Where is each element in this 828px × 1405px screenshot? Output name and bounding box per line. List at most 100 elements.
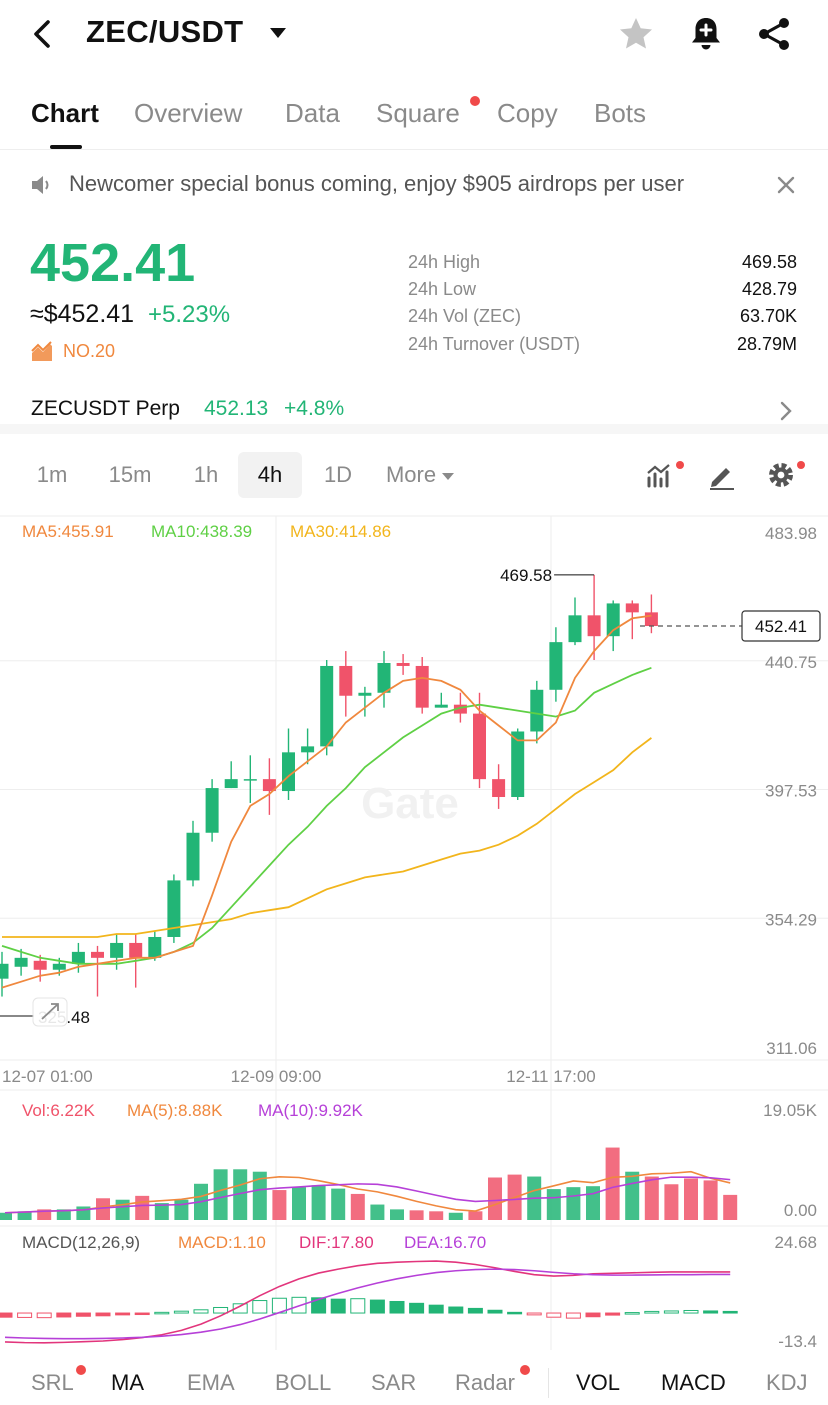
- price-alert-bell-icon[interactable]: [686, 14, 726, 54]
- market-rank: NO.20: [63, 341, 116, 361]
- page-tabs: Chart Overview Data Square Copy Bots: [0, 92, 828, 150]
- candle-body: [644, 612, 658, 627]
- tab-data[interactable]: Data: [285, 98, 340, 128]
- tab-copy[interactable]: Copy: [497, 98, 558, 128]
- stat-value-low: 428.79: [741, 279, 797, 299]
- candle-body: [549, 642, 563, 690]
- candle-body: [71, 951, 85, 964]
- candle-body: [52, 963, 66, 970]
- interval-1d[interactable]: 1D: [323, 462, 353, 487]
- interval-more[interactable]: More: [380, 452, 460, 498]
- last-price: 452.41: [30, 233, 196, 293]
- high-marker-label: 469.58: [500, 566, 552, 585]
- indicator-macd[interactable]: MACD: [661, 1370, 726, 1395]
- candle-body: [473, 713, 486, 780]
- vol-axis-min: 0.00: [784, 1201, 817, 1220]
- candle-body: [396, 662, 410, 666]
- candle-body: [243, 779, 257, 781]
- interval-15m[interactable]: 15m: [108, 462, 152, 487]
- macd-histogram-bar: [683, 1309, 699, 1314]
- candle-body: [33, 960, 47, 970]
- vol-legend-ma5: MA(5):8.88K: [127, 1101, 223, 1120]
- y-axis-label: 354.29: [765, 910, 817, 929]
- share-icon[interactable]: [754, 14, 794, 54]
- volume-bar: [135, 1195, 150, 1220]
- y-axis-label: 483.98: [765, 524, 817, 543]
- back-arrow-icon[interactable]: [24, 14, 64, 54]
- volume-bar: [37, 1209, 52, 1220]
- macd-legend-dea: DEA:16.70: [404, 1233, 486, 1252]
- interval-1m[interactable]: 1m: [36, 462, 68, 487]
- legend-ma30: MA30:414.86: [290, 522, 392, 541]
- macd-histogram-bar: [409, 1302, 425, 1314]
- macd-histogram-bar: [154, 1311, 170, 1315]
- candle-body: [205, 788, 219, 833]
- promo-notice[interactable]: Newcomer special bonus coming, enjoy $90…: [0, 160, 828, 210]
- perp-link-row[interactable]: ZECUSDT Perp 452.13 +4.8%: [0, 386, 828, 434]
- macd-histogram-bar: [369, 1299, 385, 1314]
- macd-histogram-bar: [330, 1298, 346, 1314]
- draw-pencil-icon[interactable]: [706, 460, 736, 490]
- indicator-kdj[interactable]: KDJ: [766, 1370, 808, 1395]
- indicators-icon[interactable]: [645, 460, 675, 490]
- candle-body: [110, 942, 124, 958]
- macd-histogram-bar: [0, 1312, 13, 1318]
- settings-gear-icon[interactable]: [766, 460, 796, 490]
- volume-bar: [154, 1203, 169, 1220]
- macd-axis-max: 24.68: [774, 1233, 817, 1252]
- volume-bar: [311, 1185, 326, 1220]
- macd-histogram-bar: [193, 1309, 209, 1314]
- volume-bar: [723, 1194, 738, 1220]
- macd-histogram-bar: [95, 1312, 111, 1317]
- macd-histogram-bar: [722, 1310, 738, 1314]
- volume-bar: [488, 1177, 502, 1220]
- y-axis-label: 311.06: [766, 1039, 817, 1058]
- volume-bar: [703, 1180, 718, 1220]
- candle-body: [224, 779, 238, 789]
- volume-bar: [625, 1171, 640, 1220]
- legend-ma10: MA10:438.39: [151, 522, 253, 541]
- ma5-line: [1, 614, 652, 989]
- indicator-sar[interactable]: SAR: [371, 1370, 417, 1395]
- indicator-ema[interactable]: EMA: [187, 1370, 235, 1395]
- vol-ma5-line: [4, 1170, 731, 1214]
- indicator-ma[interactable]: MA: [111, 1370, 144, 1395]
- indicator-radar[interactable]: Radar: [455, 1370, 515, 1395]
- star-icon[interactable]: [616, 14, 656, 54]
- tab-square[interactable]: Square: [376, 98, 460, 128]
- stat-value-high: 469.58: [741, 252, 797, 272]
- indicator-srl[interactable]: SRL: [31, 1370, 74, 1395]
- tab-bots[interactable]: Bots: [594, 98, 647, 128]
- kline-chart[interactable]: 483.98 440.75 397.53 354.29 311.06 Gate 469.58…: [0, 515, 828, 1395]
- interval-1h[interactable]: 1h: [193, 462, 219, 487]
- candle-body: [339, 665, 353, 696]
- notice-text: Newcomer special bonus coming, enjoy $90…: [69, 171, 685, 196]
- interval-4h[interactable]: 4h: [238, 452, 302, 498]
- candle-body: [262, 779, 276, 792]
- vol-ma10-line: [4, 1176, 731, 1214]
- pair-title[interactable]: ZEC/USDT: [86, 14, 244, 49]
- volume-bar: [409, 1210, 424, 1220]
- candle-body: [14, 957, 28, 967]
- candle-body: [587, 615, 601, 637]
- macd-histogram-bar: [605, 1312, 621, 1316]
- indicator-vol[interactable]: VOL: [576, 1370, 621, 1395]
- close-icon[interactable]: [774, 173, 798, 197]
- y-axis-label: 397.53: [765, 781, 817, 800]
- caret-down-icon[interactable]: [268, 26, 288, 40]
- macd-dif-line: [4, 1260, 731, 1344]
- perp-change: +4.8%: [284, 397, 345, 420]
- macd-histogram-bar: [663, 1310, 679, 1314]
- tab-chart[interactable]: Chart: [31, 98, 99, 128]
- candle-body: [568, 615, 582, 643]
- volume-bar: [96, 1198, 110, 1220]
- indicators-dot: [676, 461, 684, 469]
- candle-body: [453, 704, 467, 714]
- macd-histogram-bar: [703, 1310, 719, 1314]
- current-price-tag: [741, 610, 821, 642]
- gate-watermark: Gate: [361, 779, 459, 828]
- active-tab-indicator: [50, 145, 82, 149]
- indicator-boll[interactable]: BOLL: [275, 1370, 332, 1395]
- tab-overview[interactable]: Overview: [134, 98, 243, 128]
- macd-histogram-bar: [350, 1298, 366, 1314]
